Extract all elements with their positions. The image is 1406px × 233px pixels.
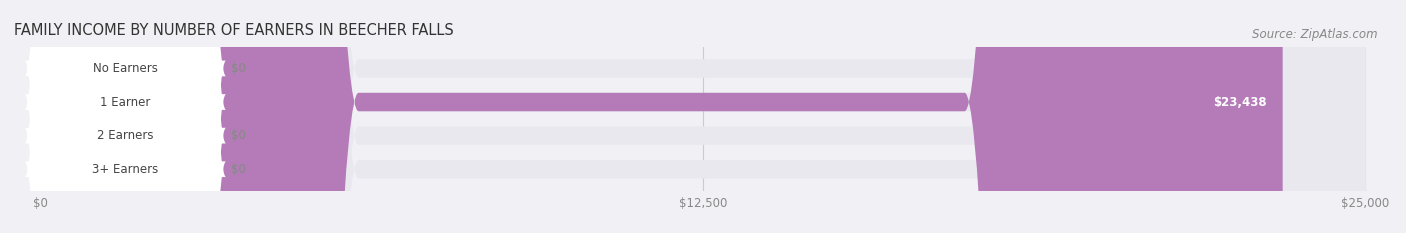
FancyBboxPatch shape [41,0,1365,233]
Text: No Earners: No Earners [93,62,157,75]
FancyBboxPatch shape [25,0,226,233]
FancyBboxPatch shape [25,0,226,233]
FancyBboxPatch shape [25,0,226,233]
FancyBboxPatch shape [25,0,226,233]
Text: 2 Earners: 2 Earners [97,129,153,142]
Text: 1 Earner: 1 Earner [100,96,150,109]
Text: $0: $0 [232,163,246,176]
Text: FAMILY INCOME BY NUMBER OF EARNERS IN BEECHER FALLS: FAMILY INCOME BY NUMBER OF EARNERS IN BE… [14,24,454,38]
FancyBboxPatch shape [41,0,1365,233]
Text: 3+ Earners: 3+ Earners [93,163,159,176]
FancyBboxPatch shape [41,0,1365,233]
Text: $0: $0 [232,129,246,142]
Text: Source: ZipAtlas.com: Source: ZipAtlas.com [1253,28,1378,41]
FancyBboxPatch shape [41,0,1282,233]
FancyBboxPatch shape [41,0,1365,233]
Text: $23,438: $23,438 [1213,96,1267,109]
Text: $0: $0 [232,62,246,75]
